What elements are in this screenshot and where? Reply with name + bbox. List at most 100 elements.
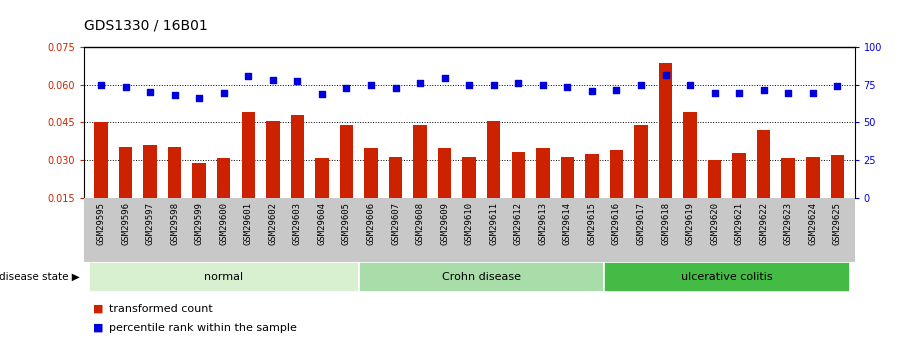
Text: GSM29624: GSM29624	[808, 201, 817, 245]
Text: GSM29620: GSM29620	[710, 201, 719, 245]
Bar	[831, 155, 844, 236]
Bar	[511, 151, 525, 236]
Bar	[604, 262, 850, 292]
Bar	[315, 158, 329, 236]
Bar	[560, 157, 574, 236]
Point	[314, 91, 329, 97]
Bar	[340, 125, 353, 236]
Bar	[266, 121, 280, 236]
Point	[388, 85, 403, 90]
Bar	[536, 148, 549, 236]
Point	[682, 82, 697, 87]
Point	[192, 95, 207, 100]
Text: GSM29609: GSM29609	[440, 201, 449, 245]
Bar	[732, 153, 746, 236]
Text: GSM29621: GSM29621	[734, 201, 743, 245]
Bar	[192, 163, 206, 236]
Bar	[806, 157, 820, 236]
Bar	[609, 150, 623, 236]
Point	[265, 77, 280, 83]
Text: GSM29597: GSM29597	[146, 201, 155, 245]
Text: Crohn disease: Crohn disease	[442, 272, 521, 282]
Text: GDS1330 / 16B01: GDS1330 / 16B01	[84, 19, 208, 33]
Point	[609, 87, 624, 92]
Point	[536, 82, 550, 87]
Text: GSM29622: GSM29622	[759, 201, 768, 245]
Point	[511, 80, 526, 86]
Point	[707, 90, 722, 95]
Text: GSM29606: GSM29606	[366, 201, 375, 245]
Bar	[634, 125, 648, 236]
Text: ■: ■	[93, 323, 107, 333]
Text: GSM29595: GSM29595	[97, 201, 106, 245]
Text: GSM29596: GSM29596	[121, 201, 130, 245]
Point	[437, 76, 452, 81]
Text: GSM29625: GSM29625	[833, 201, 842, 245]
Bar	[94, 122, 107, 236]
Text: transformed count: transformed count	[109, 304, 213, 314]
Point	[756, 87, 771, 92]
Text: GSM29600: GSM29600	[220, 201, 229, 245]
Bar	[782, 158, 795, 236]
Bar	[659, 63, 672, 236]
Bar	[364, 148, 378, 236]
Point	[462, 82, 476, 87]
Point	[830, 83, 844, 89]
Bar	[168, 147, 181, 236]
Text: GSM29602: GSM29602	[269, 201, 277, 245]
Text: ulcerative colitis: ulcerative colitis	[681, 272, 773, 282]
Point	[94, 82, 108, 87]
Text: GSM29605: GSM29605	[342, 201, 351, 245]
Point	[363, 82, 378, 87]
Text: ■: ■	[93, 304, 107, 314]
Text: GSM29616: GSM29616	[612, 201, 621, 245]
Point	[585, 88, 599, 93]
Point	[732, 90, 746, 95]
Point	[143, 89, 158, 95]
Text: disease state ▶: disease state ▶	[0, 272, 79, 282]
Text: GSM29614: GSM29614	[563, 201, 572, 245]
Text: GSM29619: GSM29619	[686, 201, 694, 245]
Point	[241, 74, 256, 79]
Point	[290, 78, 304, 84]
Text: GSM29612: GSM29612	[514, 201, 523, 245]
Text: normal: normal	[204, 272, 243, 282]
Bar	[118, 147, 132, 236]
Point	[168, 92, 182, 98]
Point	[486, 82, 501, 87]
Bar	[359, 262, 604, 292]
Text: GSM29599: GSM29599	[195, 201, 204, 245]
Point	[781, 90, 795, 95]
Bar	[463, 157, 476, 236]
Point	[634, 82, 649, 87]
Text: GSM29615: GSM29615	[588, 201, 597, 245]
Bar	[757, 130, 771, 236]
Bar	[708, 160, 722, 236]
Text: GSM29598: GSM29598	[170, 201, 179, 245]
Point	[659, 72, 673, 78]
Bar	[414, 125, 427, 236]
Text: GSM29608: GSM29608	[415, 201, 425, 245]
Bar	[241, 112, 255, 236]
Point	[560, 84, 575, 90]
Text: GSM29604: GSM29604	[317, 201, 326, 245]
Bar	[389, 157, 403, 236]
Text: GSM29610: GSM29610	[465, 201, 474, 245]
Text: GSM29623: GSM29623	[783, 201, 793, 245]
Text: percentile rank within the sample: percentile rank within the sample	[109, 323, 297, 333]
Text: GSM29611: GSM29611	[489, 201, 498, 245]
Point	[339, 85, 353, 90]
Bar	[143, 145, 157, 236]
Point	[805, 90, 820, 95]
Bar	[487, 121, 500, 236]
Bar	[438, 148, 451, 236]
Bar	[217, 158, 230, 236]
Text: GSM29618: GSM29618	[661, 201, 670, 245]
Bar	[585, 154, 599, 236]
Point	[413, 80, 427, 86]
Bar	[683, 112, 697, 236]
Bar	[291, 115, 304, 236]
Point	[217, 90, 231, 95]
Text: GSM29603: GSM29603	[292, 201, 302, 245]
Text: GSM29601: GSM29601	[244, 201, 252, 245]
